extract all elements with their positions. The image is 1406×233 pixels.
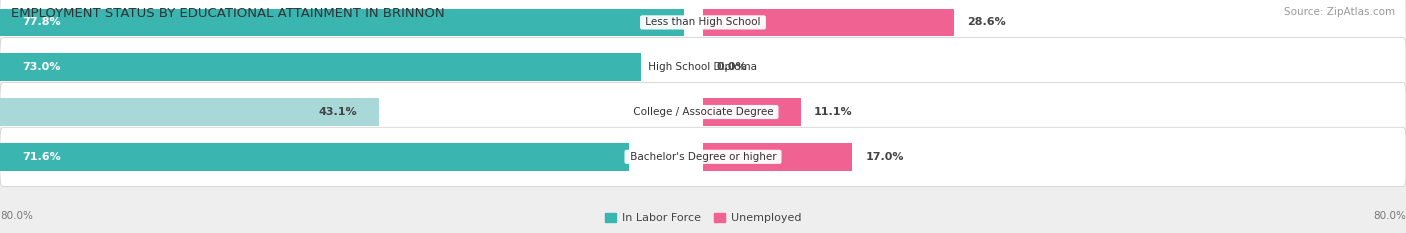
Text: 28.6%: 28.6% [967,17,1007,27]
Legend: In Labor Force, Unemployed: In Labor Force, Unemployed [600,208,806,227]
Bar [0,53,641,81]
Text: 71.6%: 71.6% [22,152,60,162]
Text: 77.8%: 77.8% [22,17,60,27]
Text: 73.0%: 73.0% [22,62,60,72]
Text: Bachelor's Degree or higher: Bachelor's Degree or higher [627,152,779,162]
Bar [0,98,378,126]
Bar [0,143,630,171]
FancyBboxPatch shape [0,127,1406,186]
Text: 0.0%: 0.0% [716,62,747,72]
Text: Source: ZipAtlas.com: Source: ZipAtlas.com [1284,7,1395,17]
Text: 80.0%: 80.0% [0,212,32,222]
Bar [0,9,683,36]
Text: High School Diploma: High School Diploma [645,62,761,72]
Text: 11.1%: 11.1% [814,107,852,117]
Text: 17.0%: 17.0% [866,152,904,162]
Text: College / Associate Degree: College / Associate Degree [630,107,776,117]
Text: Less than High School: Less than High School [643,17,763,27]
FancyBboxPatch shape [0,82,1406,142]
Bar [703,143,852,171]
Text: 43.1%: 43.1% [318,107,357,117]
FancyBboxPatch shape [0,38,1406,97]
Bar [703,98,800,126]
Bar [703,9,955,36]
FancyBboxPatch shape [0,0,1406,52]
Text: EMPLOYMENT STATUS BY EDUCATIONAL ATTAINMENT IN BRINNON: EMPLOYMENT STATUS BY EDUCATIONAL ATTAINM… [11,7,444,20]
Text: 80.0%: 80.0% [1374,212,1406,222]
